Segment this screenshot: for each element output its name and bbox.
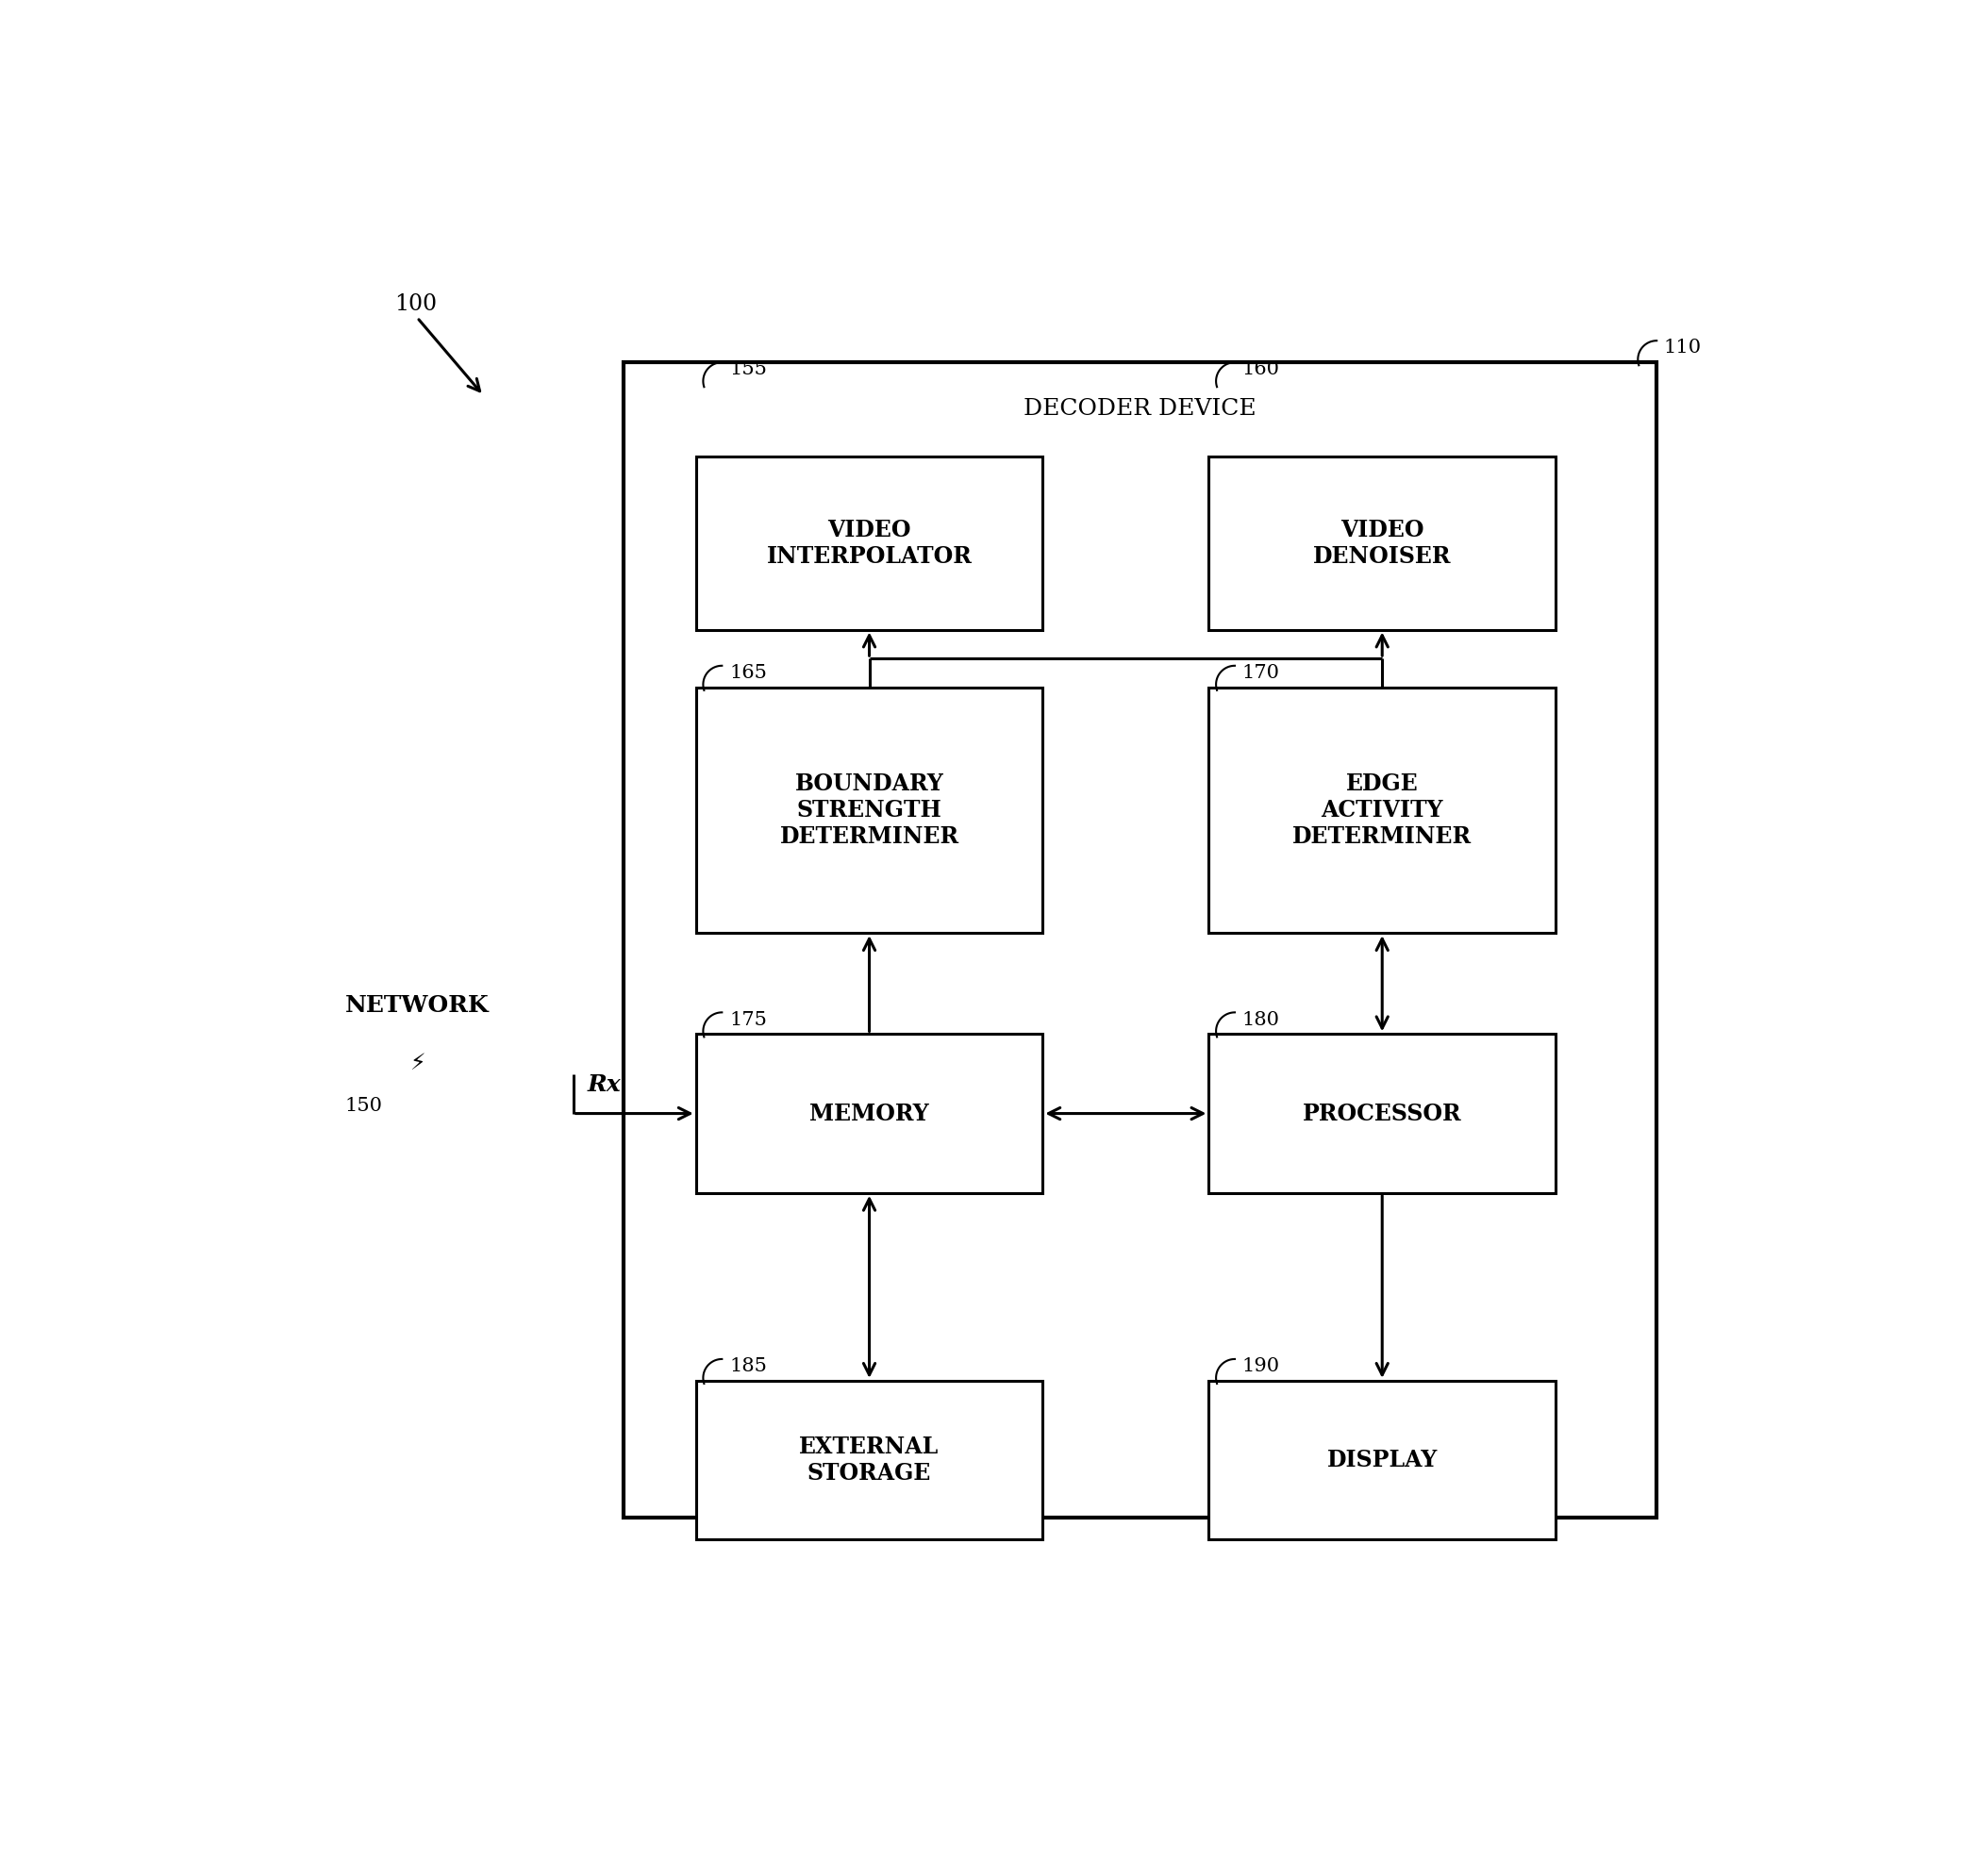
Text: MEMORY: MEMORY <box>809 1103 929 1126</box>
Text: VIDEO
DENOISER: VIDEO DENOISER <box>1314 518 1451 567</box>
Text: 180: 180 <box>1241 1011 1281 1028</box>
Text: ⚡: ⚡ <box>409 1052 424 1075</box>
Bar <box>695 687 1043 932</box>
Text: EDGE
ACTIVITY
DETERMINER: EDGE ACTIVITY DETERMINER <box>1292 773 1471 848</box>
Text: 170: 170 <box>1241 664 1281 681</box>
Text: 175: 175 <box>729 1011 766 1028</box>
Bar <box>625 362 1658 1518</box>
Text: 160: 160 <box>1241 360 1281 379</box>
Text: 150: 150 <box>346 1097 383 1114</box>
Text: NETWORK: NETWORK <box>346 994 489 1017</box>
Text: 110: 110 <box>1664 340 1701 356</box>
Bar <box>1208 1034 1555 1193</box>
Bar <box>695 456 1043 630</box>
Text: DECODER DEVICE: DECODER DEVICE <box>1023 398 1257 420</box>
Text: Rx: Rx <box>587 1073 621 1096</box>
Bar <box>1208 456 1555 630</box>
Text: DISPLAY: DISPLAY <box>1328 1448 1438 1471</box>
Text: VIDEO
INTERPOLATOR: VIDEO INTERPOLATOR <box>766 518 972 567</box>
Text: PROCESSOR: PROCESSOR <box>1302 1103 1461 1126</box>
Text: BOUNDARY
STRENGTH
DETERMINER: BOUNDARY STRENGTH DETERMINER <box>780 773 958 848</box>
Text: 165: 165 <box>729 664 766 681</box>
Bar <box>1208 1381 1555 1540</box>
Text: 155: 155 <box>729 360 766 379</box>
Text: EXTERNAL
STORAGE: EXTERNAL STORAGE <box>799 1435 939 1484</box>
Text: 100: 100 <box>395 295 436 315</box>
Text: 190: 190 <box>1241 1358 1281 1375</box>
Bar <box>1208 687 1555 932</box>
Bar <box>695 1034 1043 1193</box>
Text: 185: 185 <box>729 1358 766 1375</box>
Bar <box>695 1381 1043 1540</box>
